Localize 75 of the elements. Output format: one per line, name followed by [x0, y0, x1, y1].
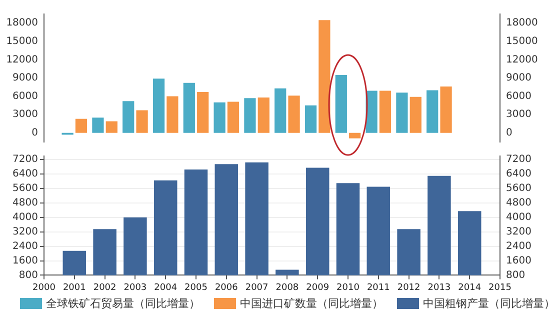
y2-tick-label: 18000: [506, 18, 538, 29]
x-tick-label: 2004: [154, 282, 178, 293]
x-tick-label: 2012: [397, 282, 420, 293]
x-tick-label: 2015: [488, 282, 512, 293]
y-tick-label: 4800: [12, 198, 38, 209]
y2-tick-label: 5600: [506, 183, 532, 194]
y-tick-label: 1600: [12, 255, 38, 266]
legend-label: 全球铁矿石贸易量（同比增量）: [46, 296, 200, 311]
x-tick-label: 2000: [32, 282, 56, 293]
x-tick-label: 2009: [306, 282, 330, 293]
bar: [379, 90, 392, 133]
y-tick-label: 6000: [12, 90, 38, 102]
bar: [227, 102, 240, 133]
y-tick-label: 9000: [12, 72, 38, 84]
x-tick-label: 2010: [336, 282, 360, 293]
y-tick-label: 3200: [12, 226, 38, 238]
legend-label: 中国粗钢产量（同比增量）: [423, 296, 550, 311]
bar: [136, 110, 148, 133]
bar: [335, 74, 347, 133]
y-tick-label: 3000: [12, 109, 38, 120]
bar: [92, 118, 104, 133]
x-tick-label: 2006: [214, 282, 238, 293]
y2-tick-label: 1600: [506, 255, 532, 266]
bar: [75, 118, 88, 133]
bar: [106, 121, 118, 133]
x-tick-label: 2007: [245, 282, 268, 293]
y-tick-label: 7200: [12, 154, 38, 166]
y-tick-label: 800: [18, 270, 38, 281]
bar: [410, 96, 422, 133]
y-tick-label: 6400: [12, 168, 38, 180]
x-tick-label: 2008: [276, 282, 299, 293]
y-tick-label: 15000: [6, 36, 38, 48]
bar: [244, 98, 256, 133]
y-tick-label: 5600: [12, 183, 38, 194]
y2-tick-label: 0: [506, 127, 512, 138]
legend-label: 中国进口矿数量（同比增量）: [240, 296, 383, 311]
bar: [258, 98, 270, 133]
y-tick-label: 18000: [6, 18, 38, 29]
bar: [183, 82, 195, 133]
x-tick-label: 2014: [458, 282, 482, 293]
bar: [274, 88, 286, 133]
bar: [122, 101, 134, 133]
bar: [197, 92, 209, 133]
x-tick-label: 2013: [428, 282, 451, 293]
y2-tick-label: 15000: [506, 36, 538, 48]
bar: [288, 96, 300, 133]
y2-tick-label: 6000: [506, 90, 532, 102]
y2-tick-label: 12000: [506, 54, 538, 66]
bar: [304, 105, 317, 133]
y2-tick-label: 2400: [506, 240, 532, 252]
bar: [349, 132, 361, 138]
y2-tick-label: 7200: [506, 154, 532, 166]
x-tick-label: 2001: [62, 282, 86, 293]
x-tick-label: 2005: [184, 282, 208, 293]
x-tick-label: 2011: [366, 282, 390, 293]
bar: [214, 102, 226, 133]
x-tick-label: 2002: [93, 282, 116, 293]
bar: [318, 20, 330, 133]
y2-tick-label: 3200: [506, 226, 532, 238]
y-tick-label: 2400: [12, 240, 38, 252]
y2-tick-label: 4000: [506, 212, 532, 223]
bar: [426, 90, 438, 133]
bar: [152, 78, 165, 133]
bar: [166, 96, 178, 133]
y2-tick-label: 6400: [506, 168, 532, 180]
x-tick-label: 2003: [124, 282, 147, 293]
y2-tick-label: 4800: [506, 198, 532, 209]
y-tick-label: 0: [32, 127, 38, 138]
y2-tick-label: 800: [506, 270, 526, 281]
y-tick-label: 12000: [6, 54, 38, 66]
bar: [396, 92, 408, 133]
y2-tick-label: 9000: [506, 72, 532, 84]
y-tick-label: 4000: [12, 212, 38, 223]
y2-tick-label: 3000: [506, 109, 532, 120]
bar: [440, 86, 452, 133]
